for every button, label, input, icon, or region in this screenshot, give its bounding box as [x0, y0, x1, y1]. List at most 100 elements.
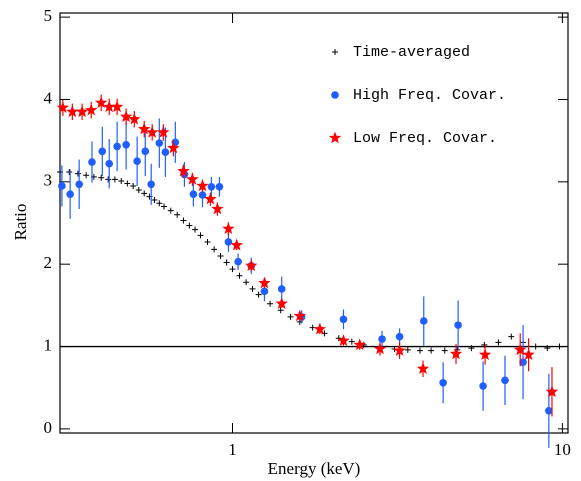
point	[416, 362, 430, 374]
point	[204, 192, 217, 205]
legend-label: Low Freq. Covar.	[353, 130, 497, 147]
point	[58, 182, 66, 190]
point	[130, 182, 137, 189]
point	[545, 385, 559, 398]
point	[75, 105, 89, 118]
point	[275, 297, 288, 309]
point	[419, 317, 428, 325]
point	[156, 200, 163, 207]
point	[393, 344, 406, 356]
point	[141, 190, 148, 197]
point	[234, 257, 242, 266]
point	[495, 339, 502, 346]
point	[245, 259, 258, 272]
legend-marker	[331, 91, 339, 99]
point	[98, 174, 105, 181]
point	[151, 196, 158, 203]
point	[395, 332, 404, 341]
point	[118, 178, 125, 184]
point	[339, 315, 348, 324]
point	[161, 203, 168, 210]
point	[243, 279, 250, 286]
point	[66, 190, 74, 198]
point	[180, 217, 187, 224]
point	[373, 342, 387, 355]
point	[335, 335, 342, 342]
point	[105, 176, 112, 183]
point	[135, 187, 142, 194]
point	[192, 226, 199, 233]
x-tick-label: 1	[228, 440, 237, 459]
point	[147, 180, 156, 189]
point	[522, 348, 535, 360]
point	[85, 103, 98, 116]
point	[404, 346, 411, 353]
y-tick-label: 5	[44, 6, 53, 25]
point	[479, 382, 487, 390]
point	[468, 345, 475, 352]
point	[141, 147, 150, 156]
point	[167, 141, 180, 154]
point	[454, 321, 462, 329]
point	[198, 191, 207, 199]
point	[258, 276, 271, 289]
point	[222, 222, 235, 234]
legend-marker	[332, 49, 338, 55]
y-tick-label: 1	[44, 335, 53, 354]
point	[124, 180, 131, 187]
point	[353, 338, 366, 351]
point	[197, 232, 204, 239]
point	[481, 341, 488, 348]
y-tick-label: 4	[44, 88, 53, 107]
point	[207, 182, 216, 191]
point	[287, 313, 294, 320]
point	[83, 172, 90, 179]
point	[177, 164, 190, 177]
point	[111, 100, 124, 113]
point	[95, 96, 108, 108]
point	[66, 168, 73, 175]
point	[441, 347, 448, 354]
point	[157, 125, 170, 138]
point	[211, 202, 224, 215]
point	[223, 259, 230, 266]
point	[105, 159, 114, 168]
point	[75, 180, 83, 189]
point	[293, 309, 306, 322]
point	[217, 252, 224, 259]
legend-marker	[328, 131, 342, 144]
point	[189, 190, 198, 198]
point	[416, 347, 423, 354]
point	[249, 285, 256, 292]
point	[277, 285, 286, 293]
point	[186, 172, 199, 185]
point	[211, 246, 218, 253]
point	[120, 110, 133, 122]
point	[313, 322, 326, 335]
point	[449, 347, 463, 360]
point	[260, 287, 269, 296]
point	[161, 148, 170, 156]
point	[508, 333, 515, 340]
legend-label: High Freq. Covar.	[353, 87, 506, 104]
point	[545, 406, 553, 415]
point	[267, 300, 274, 307]
y-tick-label: 2	[44, 253, 53, 272]
point	[103, 100, 116, 113]
point	[229, 266, 236, 273]
point	[111, 176, 118, 183]
point	[556, 343, 563, 350]
point	[514, 343, 527, 356]
point	[337, 334, 350, 346]
point	[174, 211, 181, 218]
point	[133, 157, 141, 166]
point	[167, 207, 174, 214]
point	[236, 272, 243, 279]
point	[519, 358, 527, 366]
point	[138, 122, 151, 135]
point	[215, 182, 224, 191]
point	[428, 347, 435, 354]
point	[224, 238, 233, 246]
legend-label: Time-averaged	[353, 44, 470, 61]
